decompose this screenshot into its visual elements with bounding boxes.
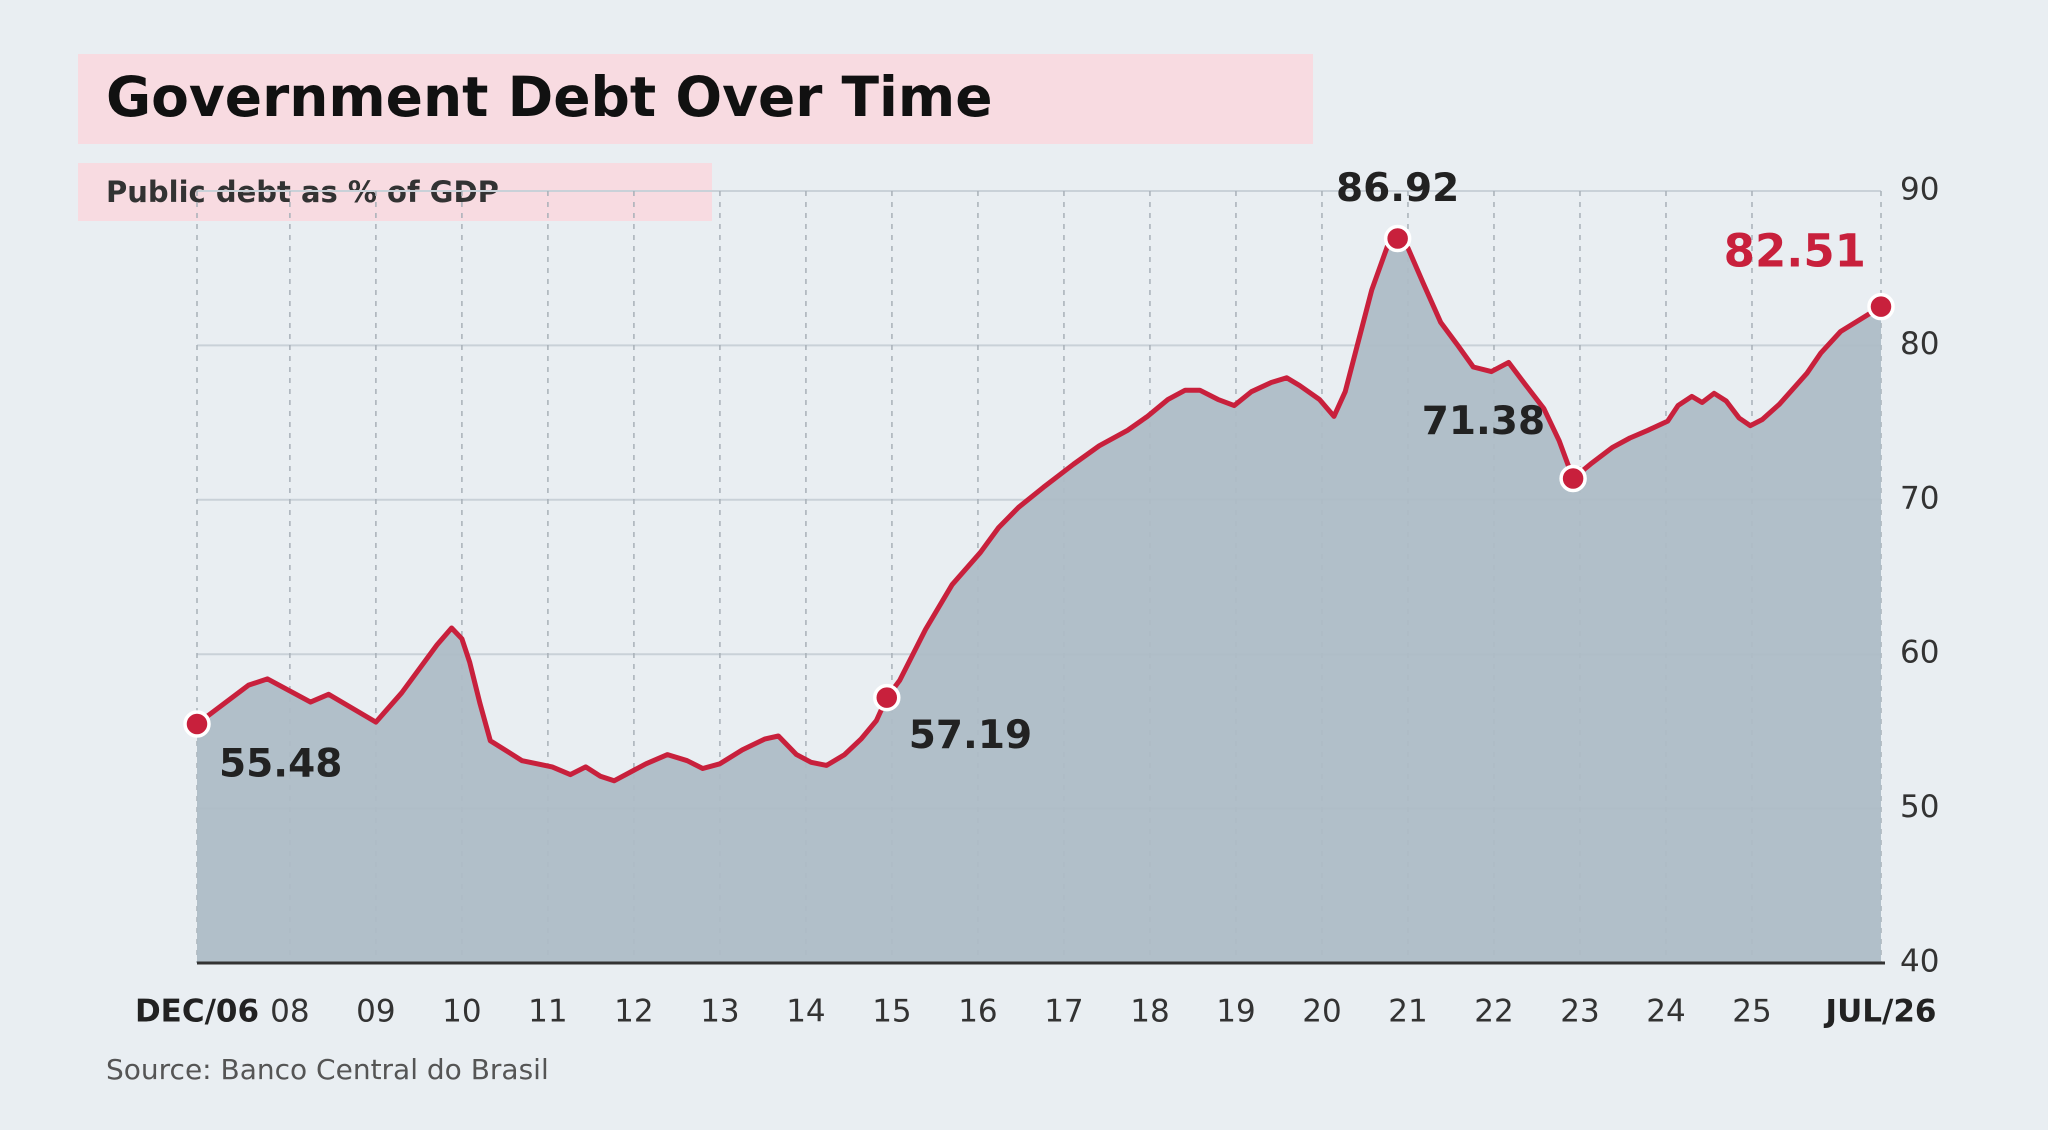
data-label: 86.92 xyxy=(1336,166,1459,211)
highlight-marker xyxy=(183,710,211,738)
x-tick-label: 13 xyxy=(700,994,739,1030)
x-tick-label: 12 xyxy=(614,994,653,1030)
highlight-marker xyxy=(1867,292,1895,321)
y-tick-label: 90 xyxy=(1900,172,1939,208)
x-tick-label: 23 xyxy=(1560,994,1599,1030)
chart-title: Government Debt Over Time xyxy=(106,65,993,129)
title-box xyxy=(78,54,1313,144)
x-tick-label: 17 xyxy=(1044,994,1083,1030)
x-tick-label: 18 xyxy=(1130,994,1169,1030)
source: Source: Banco Central do Brasil xyxy=(106,1053,549,1086)
x-tick-label: JUL/26 xyxy=(1824,994,1937,1030)
x-tick-label: 09 xyxy=(356,994,395,1030)
data-label: 71.38 xyxy=(1422,399,1545,444)
area xyxy=(197,238,1881,964)
data-label: 82.51 xyxy=(1724,225,1866,278)
highlight-marker xyxy=(1559,464,1587,493)
line xyxy=(195,236,1883,784)
y-tick-label: 70 xyxy=(1900,480,1939,516)
highlight-marker xyxy=(1383,224,1412,253)
x-tick-label: 10 xyxy=(442,994,481,1030)
data-label: 57.19 xyxy=(909,713,1032,758)
x-tick-label: 15 xyxy=(872,994,911,1030)
x-tick-label: 21 xyxy=(1388,994,1427,1030)
x-tick-label: 08 xyxy=(270,994,309,1030)
x-tick-label: 19 xyxy=(1216,994,1255,1030)
x-tick-label: DEC/06 xyxy=(135,994,259,1030)
x-tick-label: 24 xyxy=(1646,994,1685,1030)
x-tick-label: 22 xyxy=(1474,994,1513,1030)
x-tick-label: 14 xyxy=(786,994,825,1030)
highlight-marker xyxy=(873,683,901,712)
x-tick-label: 25 xyxy=(1732,994,1771,1030)
x-tick-label: 16 xyxy=(958,994,997,1030)
x-tick-label: 11 xyxy=(528,994,567,1030)
y-tick-label: 50 xyxy=(1900,789,1939,825)
x-tick-label: 20 xyxy=(1302,994,1341,1030)
y-tick-label: 40 xyxy=(1900,944,1939,980)
y-tick-label: 60 xyxy=(1900,635,1939,671)
y-tick-label: 80 xyxy=(1900,326,1939,362)
data-label: 55.48 xyxy=(219,741,342,786)
